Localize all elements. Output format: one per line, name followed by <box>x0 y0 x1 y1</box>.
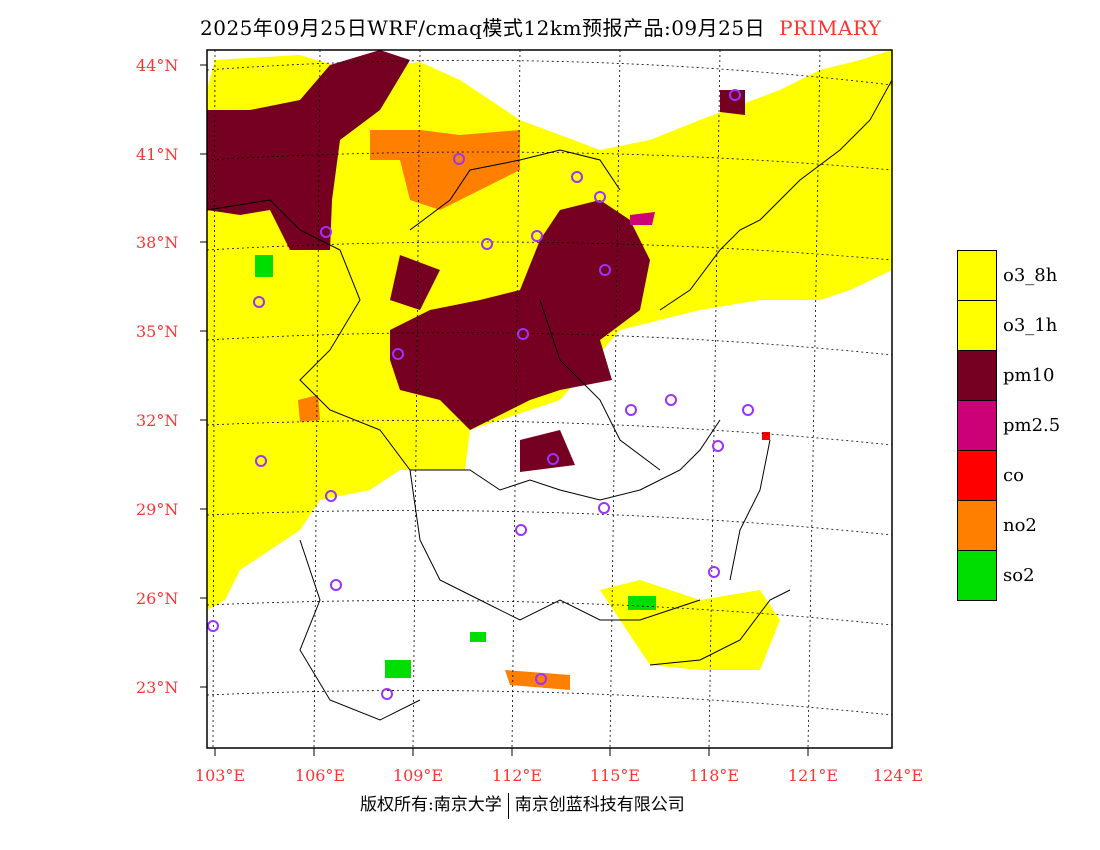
lon-label: 112°E <box>491 766 543 785</box>
pm10-region-ne <box>720 90 745 115</box>
lon-label: 103°E <box>194 766 246 785</box>
lat-label: 38°N <box>136 233 179 252</box>
city-marker <box>381 688 393 700</box>
no2-region-north <box>370 130 520 210</box>
o3-region-coast <box>600 580 780 670</box>
city-marker <box>708 566 720 578</box>
legend-label: o3_8h <box>1003 264 1058 286</box>
title-tag: PRIMARY <box>779 16 882 40</box>
lat-label: 32°N <box>136 411 179 430</box>
city-marker <box>599 264 611 276</box>
city-marker <box>255 455 267 467</box>
legend-label: pm10 <box>1003 364 1055 386</box>
city-marker <box>207 620 219 632</box>
lat-label: 41°N <box>136 145 179 164</box>
lon-label: 118°E <box>688 766 740 785</box>
city-marker <box>729 89 741 101</box>
city-marker <box>547 453 559 465</box>
no2-region-west <box>298 395 320 422</box>
city-markers <box>207 89 754 700</box>
city-marker <box>598 502 610 514</box>
lat-label: 35°N <box>136 322 179 341</box>
title-main: 2025年09月25日WRF/cmaq模式12km预报产品:09月25日 <box>200 16 766 40</box>
city-marker <box>625 404 637 416</box>
legend-label: o3_1h <box>1003 314 1058 336</box>
map-frame <box>206 49 893 749</box>
legend: o3_8h o3_1h pm10 pm2.5 co no2 so2 <box>957 249 1061 601</box>
lon-label: 109°E <box>392 766 444 785</box>
lat-label: 44°N <box>136 56 179 75</box>
lon-label: 115°E <box>589 766 641 785</box>
legend-swatch <box>957 499 997 551</box>
lat-label: 26°N <box>136 589 179 608</box>
legend-swatch <box>957 299 997 351</box>
legend-item: o3_8h <box>957 249 1060 301</box>
so2-patch <box>628 596 656 610</box>
pm10-region-small <box>390 255 440 310</box>
axis-ticks <box>200 64 809 756</box>
legend-swatch <box>957 249 997 301</box>
city-marker <box>712 440 724 452</box>
lon-label: 124°E <box>872 766 924 785</box>
city-marker <box>531 230 543 242</box>
city-marker <box>325 490 337 502</box>
lon-label: 121°E <box>787 766 839 785</box>
so2-patch <box>470 632 486 642</box>
copyright-footer: 版权所有:南京大学 南京创蓝科技有限公司 <box>360 790 685 819</box>
legend-swatch <box>957 399 997 451</box>
city-marker <box>535 673 547 685</box>
pm10-region-central <box>390 200 650 430</box>
legend-label: so2 <box>1003 564 1035 586</box>
city-marker <box>320 226 332 238</box>
legend-label: no2 <box>1003 514 1037 536</box>
chart-title: 2025年09月25日WRF/cmaq模式12km预报产品:09月25日 PRIM… <box>200 12 882 41</box>
co-patch <box>762 432 770 440</box>
legend-item: o3_1h <box>957 299 1060 351</box>
city-marker <box>392 348 404 360</box>
legend-label: pm2.5 <box>1003 414 1061 436</box>
no2-region-south <box>505 670 570 690</box>
lat-label: 23°N <box>136 678 179 697</box>
legend-item: pm2.5 <box>957 399 1061 451</box>
city-marker <box>665 394 677 406</box>
lat-label: 29°N <box>136 500 179 519</box>
copyright-right: 南京创蓝科技有限公司 <box>514 795 685 815</box>
city-marker <box>253 296 265 308</box>
pm10-region-south <box>520 430 575 472</box>
legend-item: so2 <box>957 549 1060 601</box>
legend-swatch <box>957 449 997 501</box>
so2-patch <box>255 255 273 277</box>
legend-item: co <box>957 449 1060 501</box>
city-marker <box>517 328 529 340</box>
so2-patch <box>385 660 411 678</box>
pm10-region-west <box>207 50 410 250</box>
city-marker <box>742 404 754 416</box>
city-marker <box>515 524 527 536</box>
copyright-left: 版权所有:南京大学 <box>360 795 502 815</box>
legend-item: pm10 <box>957 349 1060 401</box>
legend-label: co <box>1003 464 1024 486</box>
legend-swatch <box>957 349 997 401</box>
city-marker <box>571 171 583 183</box>
footer-divider <box>507 792 509 819</box>
city-marker <box>330 579 342 591</box>
lon-label: 106°E <box>294 766 346 785</box>
city-marker <box>594 191 606 203</box>
legend-item: no2 <box>957 499 1060 551</box>
city-marker <box>453 153 465 165</box>
city-marker <box>481 238 493 250</box>
pm25-region <box>630 212 655 225</box>
legend-swatch <box>957 549 997 601</box>
